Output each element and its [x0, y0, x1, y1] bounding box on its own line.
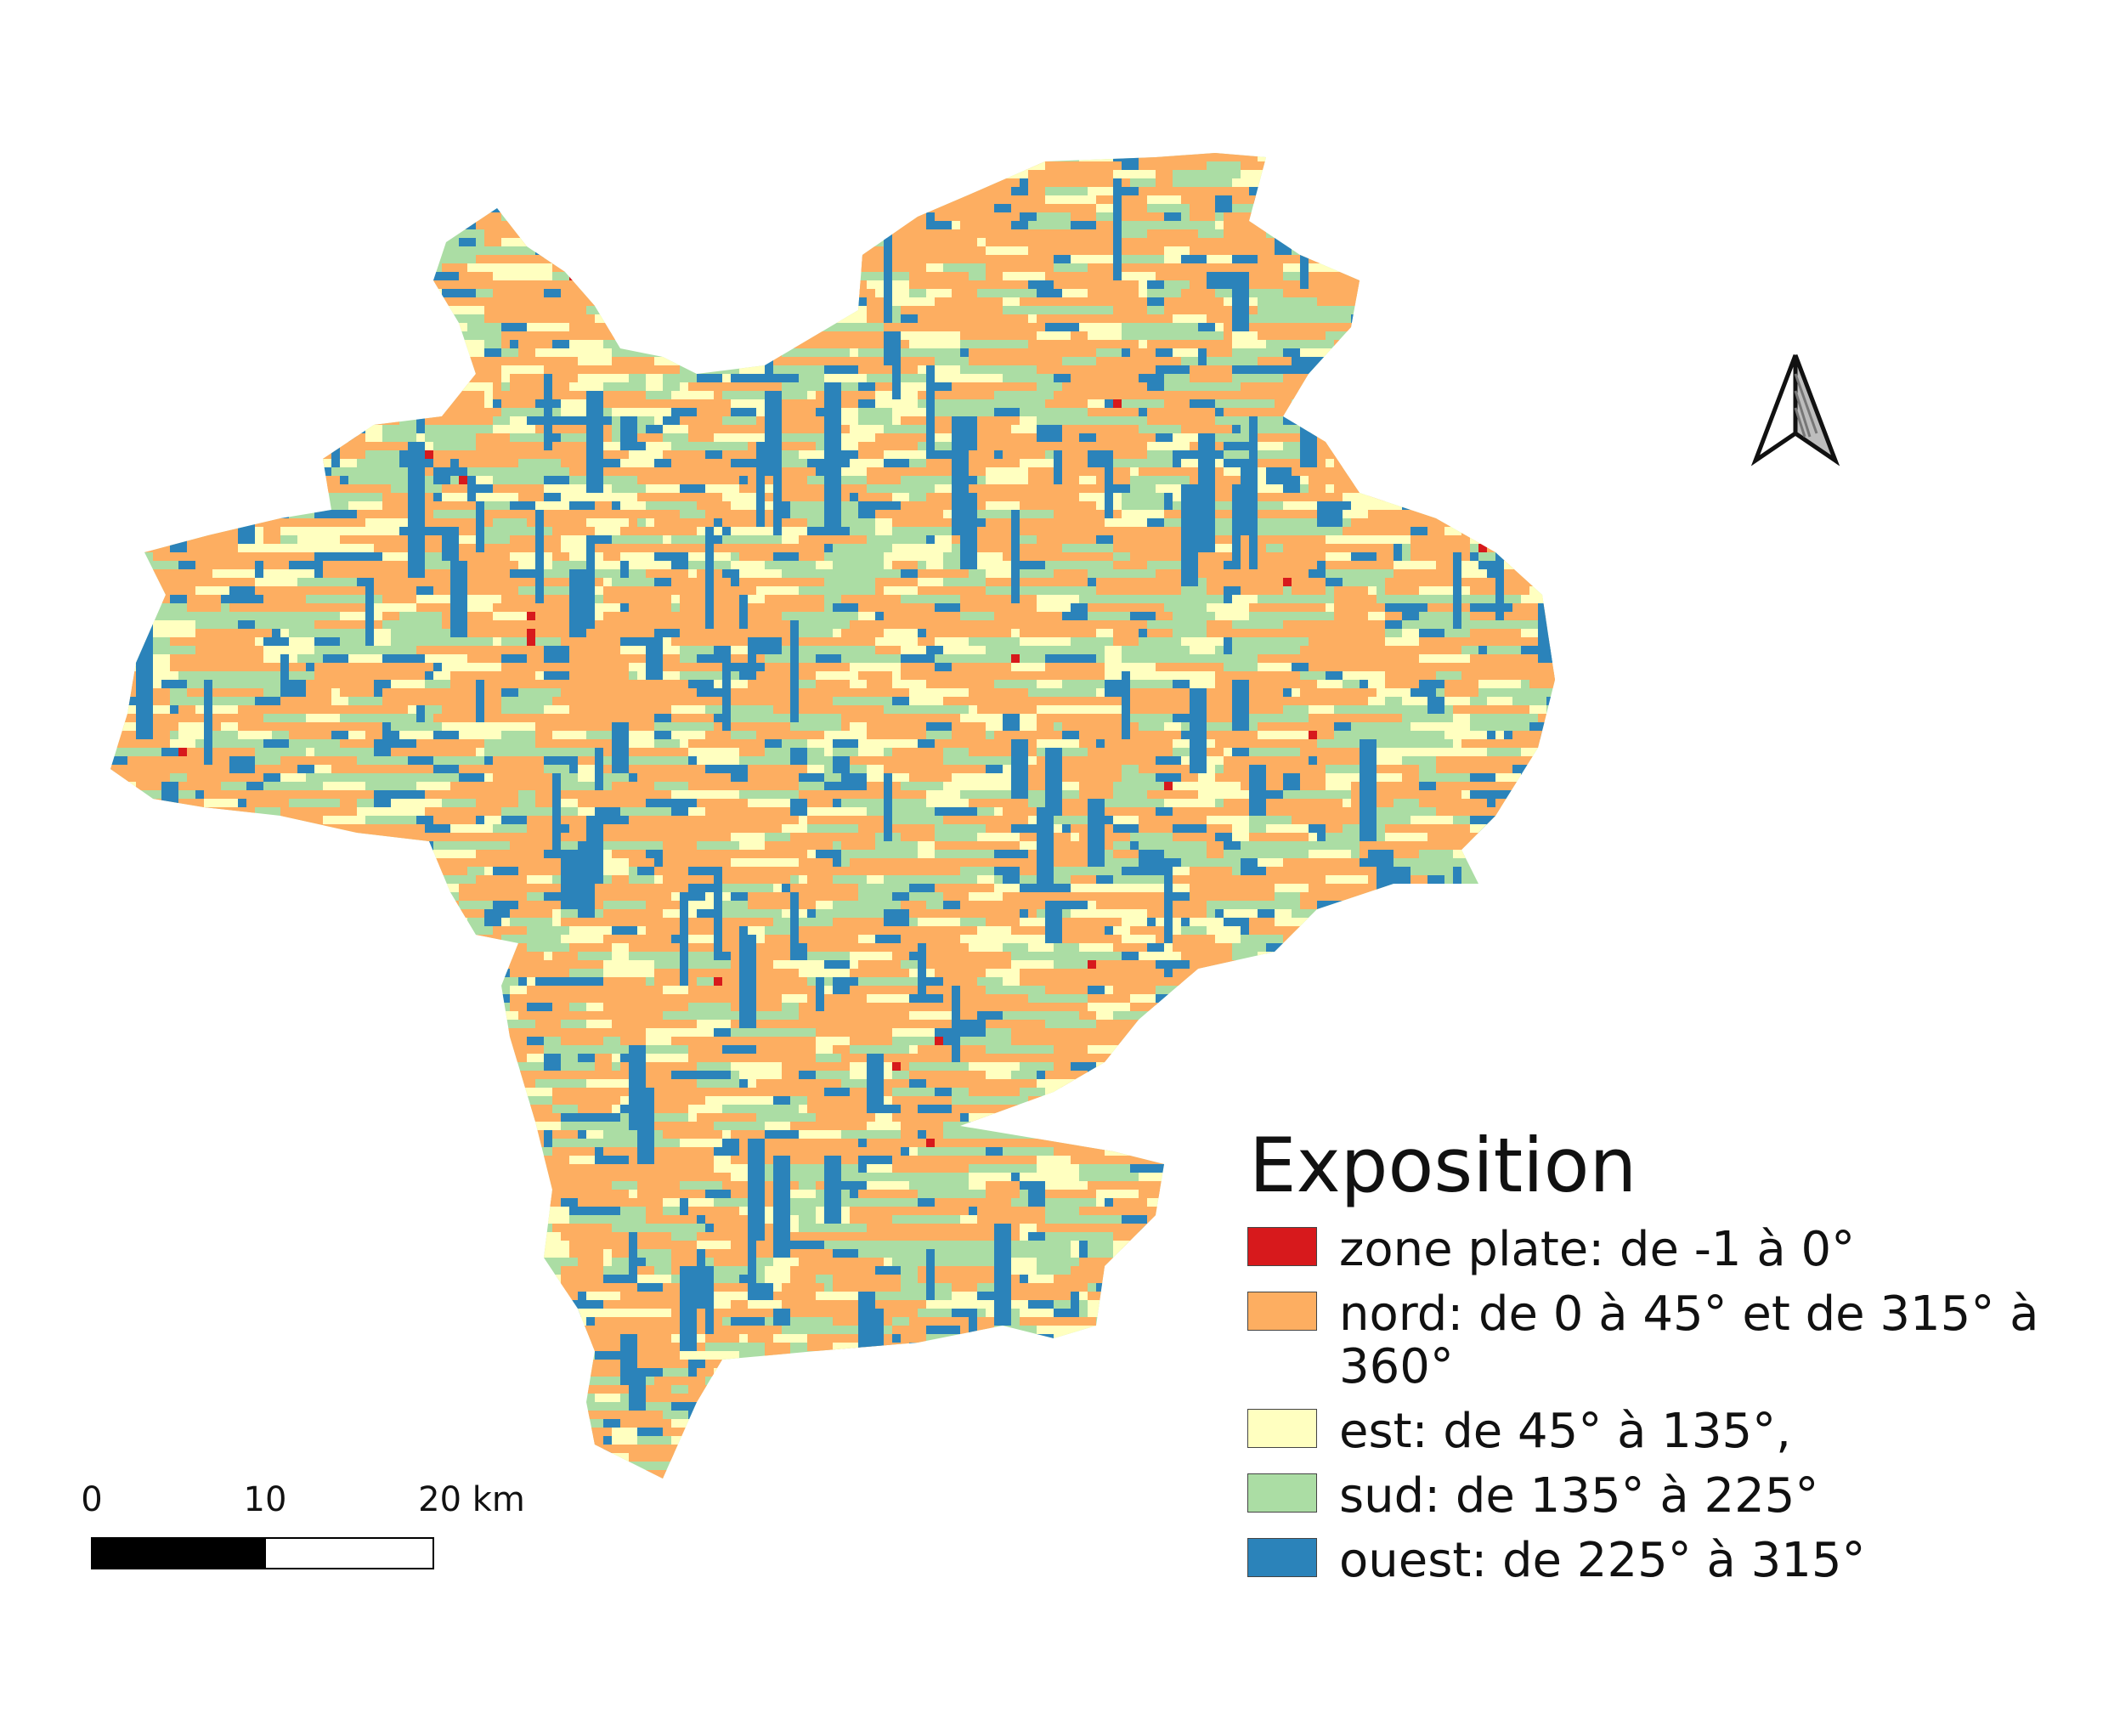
legend-swatch-east: [1247, 1409, 1317, 1448]
legend-swatch-flat: [1247, 1227, 1317, 1266]
legend-item-north: nord: de 0 à 45° et de 315° à 360°: [1247, 1288, 2089, 1394]
north-arrow-icon: [1750, 354, 1840, 467]
legend-label-east: est: de 45° à 135°,: [1339, 1404, 1791, 1459]
legend-item-flat: zone plate: de -1 à 0°: [1247, 1224, 2089, 1276]
scale-bar-segment-2: [264, 1537, 434, 1569]
legend-label-west: ouest: de 225° à 315°: [1339, 1533, 1866, 1588]
legend-label-south: sud: de 135° à 225°: [1339, 1468, 1819, 1524]
legend-swatch-west: [1247, 1538, 1317, 1577]
scale-bar-label-10: 10: [244, 1480, 287, 1519]
legend-title: Exposition: [1249, 1122, 1637, 1209]
legend-label-flat: zone plate: de -1 à 0°: [1339, 1222, 1856, 1277]
legend-swatch-south: [1247, 1473, 1317, 1513]
legend-item-east: est: de 45° à 135°,: [1247, 1405, 2089, 1458]
scale-bar-segment-1: [91, 1537, 266, 1569]
legend: Exposition zone plate: de -1 à 0° nord: …: [1247, 1128, 2089, 1599]
legend-label-north: nord: de 0 à 45° et de 315° à 360°: [1339, 1286, 2039, 1394]
scale-bar: 0 10 20 km: [81, 1480, 525, 1569]
legend-item-west: ouest: de 225° à 315°: [1247, 1535, 2089, 1587]
scale-bar-label-20: 20 km: [418, 1480, 525, 1519]
scale-bar-label-0: 0: [81, 1480, 102, 1519]
legend-swatch-north: [1247, 1292, 1317, 1331]
legend-item-south: sud: de 135° à 225°: [1247, 1470, 2089, 1523]
